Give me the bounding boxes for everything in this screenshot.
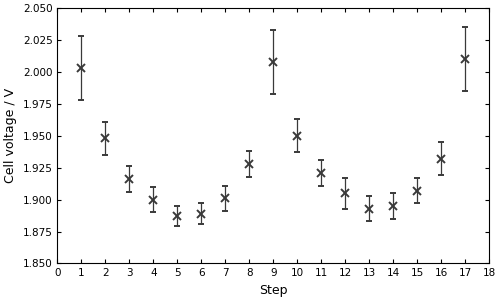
X-axis label: Step: Step (259, 284, 288, 297)
Y-axis label: Cell voltage / V: Cell voltage / V (4, 88, 17, 183)
